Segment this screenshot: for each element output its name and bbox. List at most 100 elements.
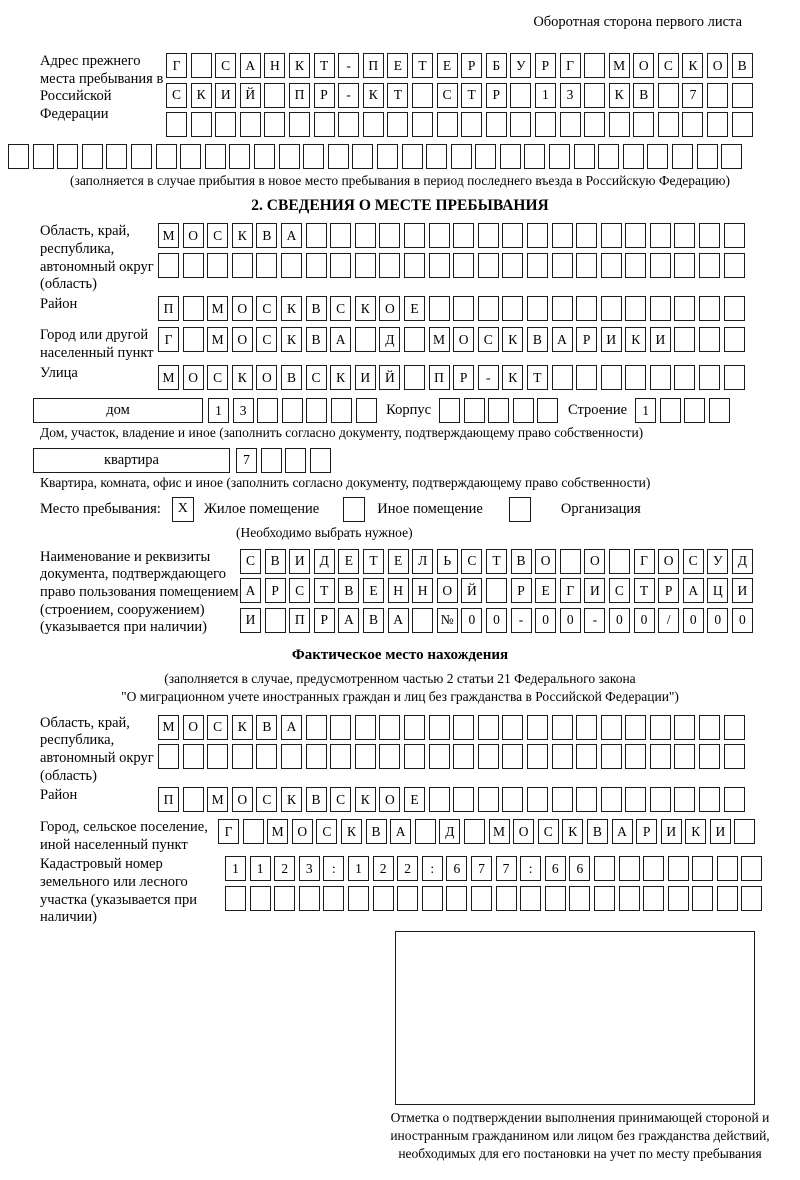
- korpus-label: Корпус: [386, 402, 432, 419]
- char-cell: [450, 143, 472, 169]
- char-cell: [414, 818, 436, 844]
- char-cell: [158, 252, 179, 278]
- char-cell: О: [182, 223, 204, 249]
- field-region: Область, край, республика, автономный ок…: [40, 223, 760, 294]
- char-cell: Е: [535, 578, 557, 604]
- char-cell: [207, 252, 229, 278]
- char-cell: 0: [485, 607, 507, 633]
- char-cell: [182, 787, 204, 813]
- house-caption: Дом, участок, владение и иное (заполнить…: [40, 425, 644, 441]
- char-cell: :: [323, 856, 345, 882]
- char-cell: В: [338, 578, 360, 604]
- corner-note: Оборотная сторона первого листа: [533, 14, 742, 30]
- house-widebox: дом: [33, 398, 203, 424]
- char-cell: [674, 252, 696, 278]
- char-cell: [559, 112, 581, 137]
- char-cell: [551, 787, 573, 813]
- char-cell: [166, 112, 187, 137]
- stay-type-label: Место пребывания:: [40, 500, 161, 517]
- char-cell: И: [660, 818, 682, 844]
- char-cell: [593, 885, 615, 911]
- char-cell: [182, 252, 204, 278]
- char-cell: К: [354, 787, 376, 813]
- char-cell: [446, 885, 468, 911]
- char-cell: [723, 252, 745, 278]
- char-cell: [231, 744, 253, 770]
- char-cell: [520, 885, 542, 911]
- char-cell: О: [707, 53, 729, 78]
- char-cell: Р: [510, 578, 532, 604]
- char-cell: В: [365, 818, 387, 844]
- char-cell: [647, 143, 669, 169]
- char-cell: М: [488, 818, 510, 844]
- char-cell: [313, 112, 335, 137]
- char-cell: [204, 143, 226, 169]
- char-cell: [347, 885, 369, 911]
- char-cell: [190, 112, 212, 137]
- char-cell: [190, 53, 212, 78]
- stay-type-row: Место пребывания: X Жилое помещение Иное…: [40, 496, 760, 522]
- char-cell: [330, 252, 352, 278]
- option-organization-label: Организация: [560, 500, 641, 517]
- char-cell: [584, 53, 606, 78]
- char-cell: [264, 112, 286, 137]
- char-cell: [428, 744, 450, 770]
- stay-type-caption: (Необходимо выбрать нужное): [236, 524, 413, 540]
- char-cell: 2: [274, 856, 296, 882]
- char-cell: [649, 252, 671, 278]
- char-cell: К: [562, 818, 584, 844]
- char-cell: [229, 143, 251, 169]
- char-cell: /: [658, 607, 680, 633]
- char-cell: [649, 787, 671, 813]
- char-cell: [225, 885, 246, 911]
- char-cell: [716, 856, 738, 882]
- char-cell: [576, 744, 598, 770]
- char-cell: 7: [495, 856, 517, 882]
- char-cell: 0: [559, 607, 581, 633]
- char-cell: [600, 787, 622, 813]
- apartment-row: квартира 7: [33, 447, 760, 473]
- char-row: [166, 112, 756, 137]
- char-cell: 0: [707, 607, 729, 633]
- char-cell: [309, 447, 331, 473]
- char-cell: [633, 112, 655, 137]
- char-cell: 1: [225, 856, 246, 882]
- char-cell: [682, 112, 704, 137]
- char-cell: [485, 578, 507, 604]
- char-cell: [593, 856, 615, 882]
- char-cell: 2: [397, 856, 419, 882]
- prev-address-label: Адрес прежнего места пребывания в Россий…: [40, 53, 164, 123]
- char-cell: [477, 223, 499, 249]
- char-cell: В: [362, 607, 384, 633]
- char-cell: [256, 252, 278, 278]
- char-cell: [723, 787, 745, 813]
- char-cell: [231, 252, 253, 278]
- street-label: Улица: [40, 364, 78, 381]
- char-cell: О: [535, 548, 557, 574]
- char-cell: -: [584, 607, 606, 633]
- char-row: 1: [635, 398, 733, 424]
- char-cell: [502, 295, 524, 321]
- char-cell: [354, 223, 376, 249]
- char-cell: 1: [635, 398, 657, 424]
- char-cell: [707, 112, 729, 137]
- char-cell: [600, 223, 622, 249]
- char-cell: [573, 143, 595, 169]
- char-cell: В: [305, 787, 327, 813]
- char-cell: [723, 295, 745, 321]
- char-cell: О: [453, 327, 475, 353]
- char-cell: А: [682, 578, 704, 604]
- char-cell: [692, 856, 714, 882]
- char-cell: 7: [470, 856, 492, 882]
- char-cell: Е: [403, 295, 425, 321]
- char-cell: [551, 714, 573, 740]
